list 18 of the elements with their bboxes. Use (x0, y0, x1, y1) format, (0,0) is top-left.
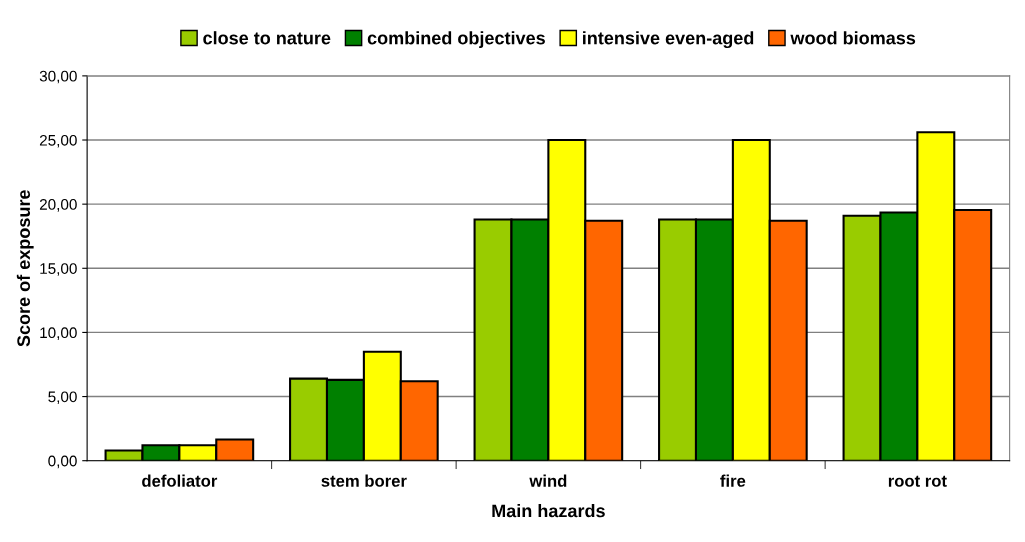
y-tick-label: 25,00 (39, 134, 77, 148)
x-axis-title: Main hazards (492, 504, 605, 518)
y-axis-title: Score of exposure (16, 190, 34, 347)
y-tick-label: 10,00 (40, 327, 77, 340)
x-tick-label: fire (720, 474, 746, 487)
x-tick-label: root rot (888, 475, 947, 487)
legend-label: combined objectives (367, 31, 545, 49)
y-tick-label: 15,00 (40, 263, 77, 276)
y-tick-label: 20,00 (39, 199, 77, 212)
legend-label: wood biomass (790, 31, 916, 45)
y-tick-label: 0,00 (48, 455, 77, 469)
y-tick-label: 5,00 (48, 391, 77, 405)
x-tick-label: defoliator (142, 474, 218, 487)
x-tick-label: stem borer (321, 474, 407, 487)
legend-label: close to nature (203, 31, 331, 45)
x-tick-label: wind (529, 474, 567, 487)
y-tick-label: 30,00 (39, 70, 77, 84)
legend-label: intensive even-aged (583, 31, 754, 49)
